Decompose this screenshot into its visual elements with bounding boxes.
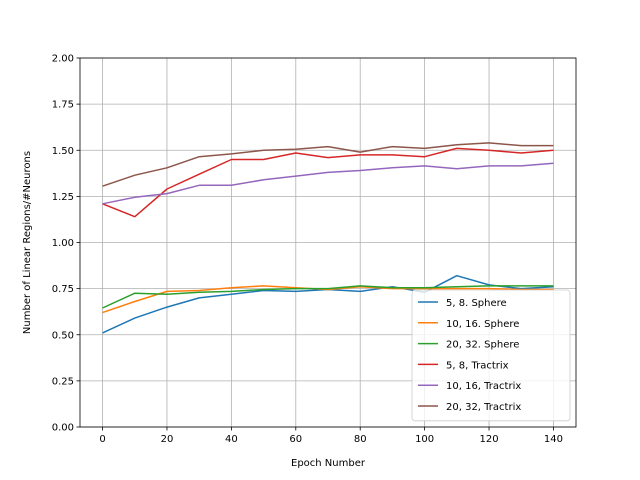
- x-tick-label: 80: [354, 434, 367, 445]
- legend-entry-label: 10, 16, Tractrix: [446, 381, 521, 392]
- y-tick-label: 1.00: [52, 238, 74, 249]
- series-line: [102, 285, 554, 314]
- legend-entry-label: 5, 8. Sphere: [446, 298, 507, 309]
- legend: 5, 8. Sphere 10, 16. Sphere 20, 32. Sphere…: [411, 289, 571, 422]
- y-tick-label: 0.25: [52, 376, 74, 387]
- legend-entry-label: 20, 32, Tractrix: [446, 402, 521, 413]
- y-tick-label: 1.75: [52, 100, 74, 111]
- series-lines: [102, 142, 554, 334]
- y-axis-label: Number of Linear Regions/#Neurons: [22, 151, 33, 334]
- legend-entry-label: 10, 16. Sphere: [446, 319, 519, 330]
- y-tick-label: 2.00: [52, 54, 74, 65]
- series-line: [102, 162, 554, 205]
- series-line: [102, 285, 554, 309]
- legend-box: [411, 289, 571, 422]
- x-tick-label: 100: [415, 434, 434, 445]
- y-tick-label: 0.75: [52, 284, 74, 295]
- x-axis-ticks: 0 20 40 60 80 100 120 140: [99, 427, 563, 445]
- series-line: [102, 147, 554, 218]
- y-tick-label: 1.50: [52, 146, 74, 157]
- x-tick-label: 60: [289, 434, 302, 445]
- y-tick-label: 1.25: [52, 192, 74, 203]
- x-tick-label: 120: [479, 434, 498, 445]
- legend-entry-label: 5, 8, Tractrix: [446, 360, 509, 371]
- y-tick-label: 0.00: [52, 423, 74, 434]
- x-tick-label: 0: [99, 434, 105, 445]
- x-axis-label: Epoch Number: [291, 458, 366, 469]
- y-axis-ticks: 0.00 0.25 0.50 0.75 1.00 1.25 1.50 1.75 2.00: [52, 54, 80, 434]
- x-tick-label: 20: [161, 434, 174, 445]
- x-tick-label: 40: [225, 434, 238, 445]
- y-tick-label: 0.50: [52, 330, 74, 341]
- series-line: [102, 142, 554, 187]
- legend-entry-label: 20, 32. Sphere: [446, 340, 519, 351]
- x-tick-label: 140: [544, 434, 563, 445]
